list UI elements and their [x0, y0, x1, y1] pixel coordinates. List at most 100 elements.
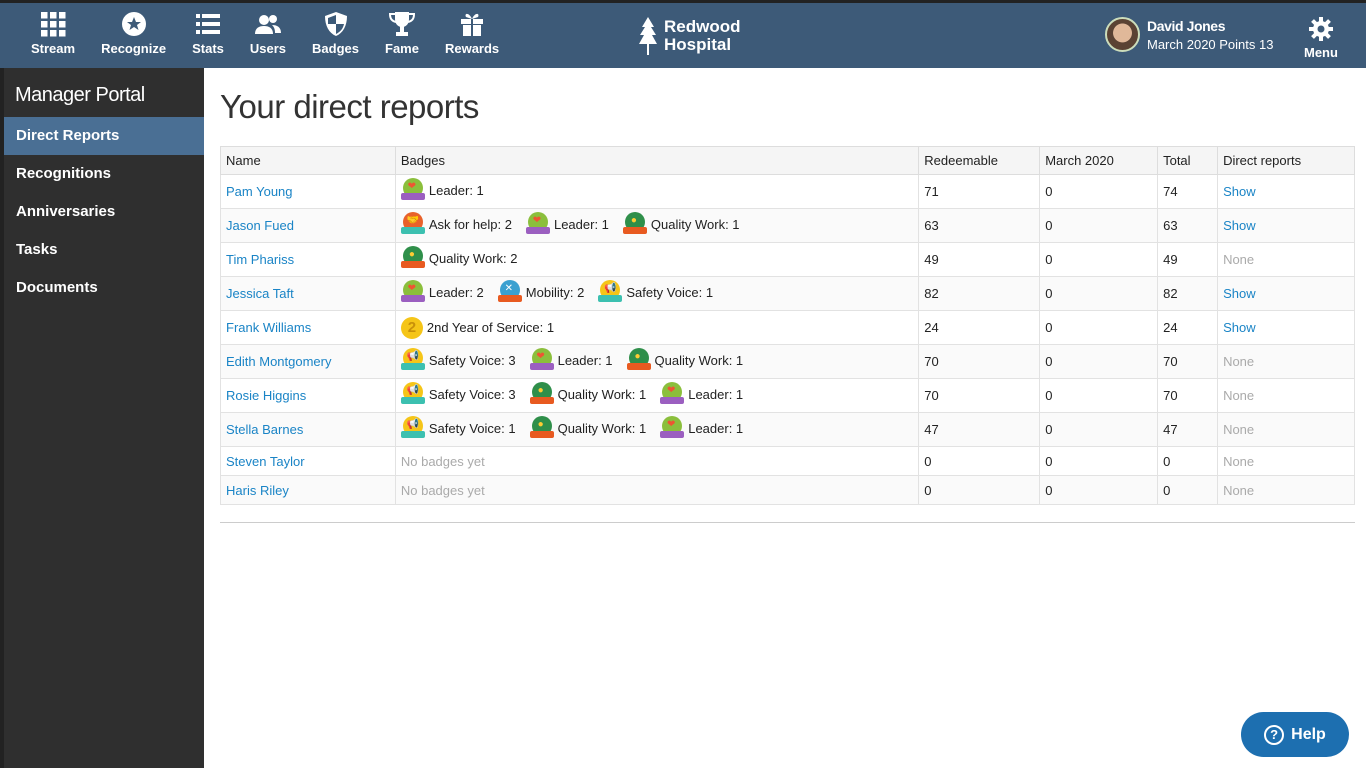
service-badge-icon: 2 — [400, 316, 423, 339]
employee-name-link[interactable]: Haris Riley — [226, 482, 289, 498]
badge: 📢 Safety Voice: 3 — [400, 348, 516, 372]
direct-reports-none: None — [1223, 388, 1255, 403]
nav-label: Rewards — [444, 41, 500, 56]
employee-name-link[interactable]: Jessica Taft — [226, 286, 294, 301]
badge: ● Quality Work: 1 — [626, 348, 743, 372]
nav-fame[interactable]: Fame — [372, 11, 432, 56]
direct-reports-none: None — [1223, 354, 1255, 369]
badge-label: Leader: 1 — [428, 182, 484, 198]
quality-badge-icon: ● — [400, 246, 425, 270]
show-direct-reports-link[interactable]: Show — [1223, 320, 1256, 335]
badge-label: 2nd Year of Service: 1 — [426, 320, 555, 335]
redeemable: 70 — [918, 344, 1041, 379]
nav-stream[interactable]: Stream — [18, 11, 88, 56]
nav-label: Recognize — [101, 41, 167, 56]
month-points: 0 — [1039, 174, 1159, 209]
main-nav: Stream Recognize Stats Users Badges Fame Rewar… — [18, 11, 512, 56]
employee-name-link[interactable]: Jason Fued — [226, 218, 294, 233]
quality-badge-icon: ● — [622, 212, 647, 236]
nav-users[interactable]: Users — [237, 11, 299, 56]
employee-name-link[interactable]: Steven Taylor — [226, 453, 305, 469]
employee-name-link[interactable]: Frank Williams — [226, 320, 312, 335]
leader-badge-icon: ❤ — [525, 212, 550, 236]
show-direct-reports-link[interactable]: Show — [1223, 286, 1256, 301]
badge: ❤ Leader: 1 — [660, 416, 743, 440]
redeemable: 63 — [918, 208, 1041, 243]
nav-label: Badges — [312, 41, 359, 56]
show-direct-reports-link[interactable]: Show — [1223, 218, 1256, 233]
leader-badge-icon: ❤ — [400, 178, 425, 202]
total-points: 70 — [1157, 378, 1219, 413]
avatar[interactable] — [1105, 17, 1140, 52]
nav-stats[interactable]: Stats — [179, 11, 237, 56]
employee-name-link[interactable]: Stella Barnes — [226, 422, 304, 437]
redeemable: 71 — [918, 174, 1041, 209]
badge: 2 2nd Year of Service: 1 — [400, 316, 555, 339]
user-profile[interactable]: David Jones March 2020 Points 13 — [1105, 17, 1273, 52]
top-bar: Stream Recognize Stats Users Badges Fame Rewar… — [0, 0, 1366, 68]
badge-label: Safety Voice: 1 — [428, 420, 516, 436]
total-points: 82 — [1157, 276, 1219, 311]
badge: ● Quality Work: 1 — [529, 382, 646, 406]
no-badges: No badges yet — [400, 453, 485, 469]
table-row: Jason Fued 🤝 Ask for help: 2 ❤ Leader: 1 ● Qua… — [220, 208, 1355, 243]
sidebar-item-tasks[interactable]: Tasks — [16, 241, 58, 258]
user-name: David Jones — [1147, 17, 1226, 34]
leader-badge-icon: ❤ — [400, 280, 425, 304]
column-header: March 2020 — [1039, 146, 1159, 175]
redeemable: 82 — [918, 276, 1041, 311]
badge: 🤝 Ask for help: 2 — [400, 212, 512, 236]
badge-label: Safety Voice: 3 — [428, 352, 516, 368]
page-title: Your direct reports — [220, 88, 479, 125]
badge: 📢 Safety Voice: 1 — [598, 280, 713, 304]
nav-recognize[interactable]: Recognize — [88, 11, 179, 56]
badge: ❤ Leader: 1 — [660, 382, 743, 406]
column-header: Name — [220, 146, 396, 175]
month-points: 0 — [1039, 208, 1159, 243]
employee-name-link[interactable]: Rosie Higgins — [226, 388, 307, 403]
help-badge-icon: 🤝 — [400, 212, 425, 236]
grid-icon — [41, 12, 66, 37]
direct-reports-none: None — [1223, 422, 1255, 437]
badge-label: Leader: 1 — [557, 352, 613, 368]
list-icon — [195, 14, 220, 34]
badge-label: Mobility: 2 — [525, 284, 585, 300]
direct-reports-none: None — [1223, 482, 1255, 498]
column-header: Badges — [394, 146, 920, 175]
sidebar-item-anniversaries[interactable]: Anniversaries — [16, 203, 116, 220]
employee-name-link[interactable]: Pam Young — [226, 184, 293, 199]
employee-name-link[interactable]: Tim Phariss — [226, 252, 295, 267]
nav-rewards[interactable]: Rewards — [432, 11, 512, 56]
nav-badges[interactable]: Badges — [299, 11, 372, 56]
menu-label: Menu — [1304, 45, 1338, 60]
column-header: Redeemable — [918, 146, 1041, 175]
safety-badge-icon: 📢 — [400, 348, 425, 372]
month-points: 0 — [1039, 344, 1159, 379]
gift-icon — [461, 13, 484, 36]
badge-label: Leader: 1 — [553, 216, 609, 232]
badge: ❤ Leader: 1 — [529, 348, 613, 372]
logo[interactable]: Redwood Hospital — [638, 17, 741, 55]
redeemable: 70 — [918, 378, 1041, 413]
shield-icon — [324, 12, 347, 36]
direct-reports-none: None — [1223, 252, 1255, 267]
table-row: Tim Phariss ● Quality Work: 2 49 0 49 None — [220, 242, 1355, 277]
sidebar-item-recognitions[interactable]: Recognitions — [16, 165, 112, 182]
month-points: 0 — [1039, 310, 1159, 345]
month-points: 0 — [1039, 446, 1159, 476]
menu-button[interactable]: Menu — [1304, 17, 1338, 60]
show-direct-reports-link[interactable]: Show — [1223, 184, 1256, 199]
sidebar-item-direct-reports[interactable]: Direct Reports — [4, 117, 204, 155]
total-points: 70 — [1157, 344, 1219, 379]
table-row: Stella Barnes 📢 Safety Voice: 1 ● Quality Wo… — [220, 412, 1355, 447]
quality-badge-icon: ● — [529, 382, 554, 406]
total-points: 0 — [1157, 446, 1219, 476]
redeemable: 0 — [918, 475, 1041, 505]
sidebar-item-documents[interactable]: Documents — [16, 279, 98, 296]
badge-label: Quality Work: 1 — [557, 420, 647, 436]
nav-label: Users — [249, 41, 287, 56]
leader-badge-icon: ❤ — [529, 348, 554, 372]
help-button[interactable]: ? Help — [1241, 712, 1349, 757]
redeemable: 24 — [918, 310, 1041, 345]
employee-name-link[interactable]: Edith Montgomery — [226, 354, 332, 369]
